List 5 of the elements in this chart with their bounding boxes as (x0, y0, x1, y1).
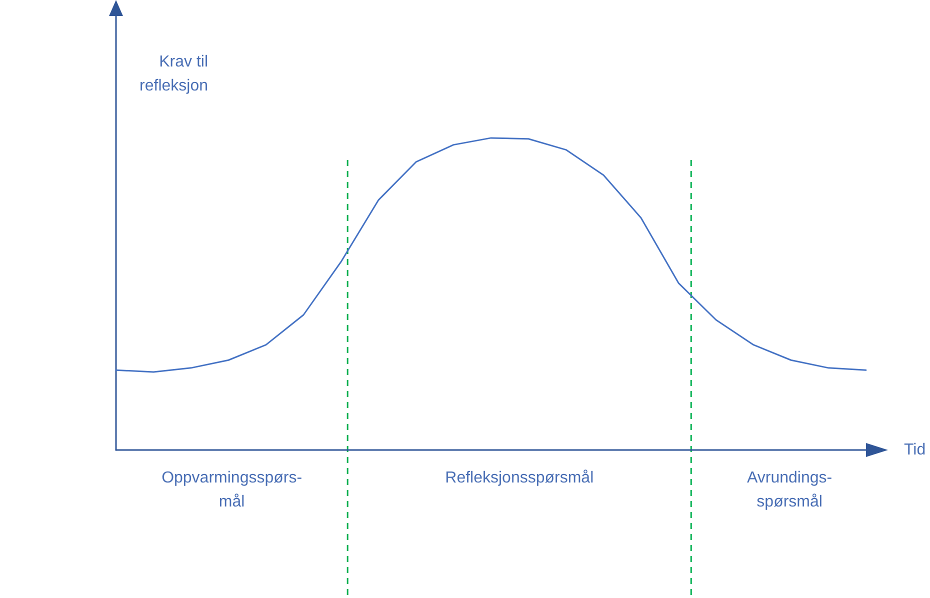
text: Oppvarmingsspørs- mål (162, 470, 302, 510)
y-axis-title: Krav til refleksjon (140, 54, 208, 94)
x-axis-title: Tid (904, 442, 926, 458)
text: Avrundings- spørsmål (747, 470, 832, 510)
text: Refleksjonsspørsmål (445, 470, 594, 486)
